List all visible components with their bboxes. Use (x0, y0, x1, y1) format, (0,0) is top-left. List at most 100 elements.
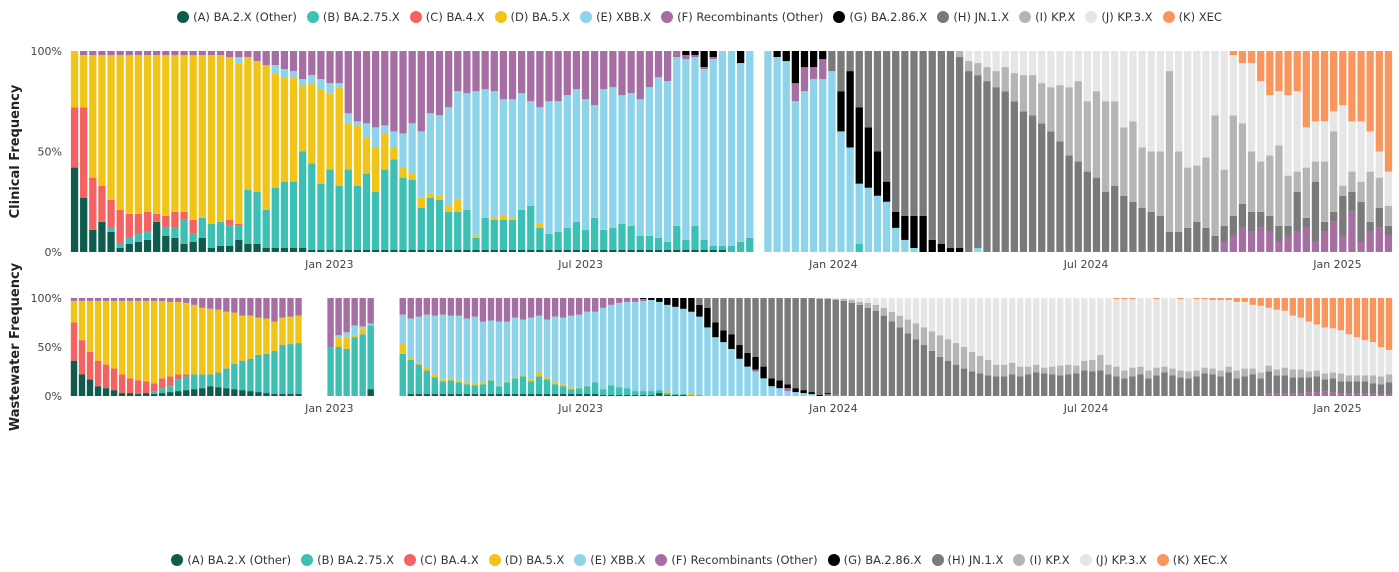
legend-item[interactable]: (I) KP.X (1013, 553, 1070, 567)
legend-swatch-icon (177, 11, 190, 23)
bar-segment (919, 215, 927, 252)
bar-segment (1121, 298, 1128, 299)
bar-segment (171, 237, 179, 252)
legend-item[interactable]: (B) BA.2.75.X (306, 10, 400, 24)
bar-segment (983, 51, 991, 68)
bar-segment (226, 219, 234, 226)
legend-item[interactable]: (F) Recombinants (Other) (661, 10, 823, 24)
bar-segment (479, 394, 487, 396)
bar-segment (736, 358, 743, 396)
bar-segment (263, 318, 270, 354)
bar-segment (880, 315, 888, 396)
legend-item[interactable]: (E) XBB.X (574, 553, 645, 567)
legend-item[interactable]: (J) KP.3.X (1085, 10, 1153, 24)
bar-segment (1233, 301, 1240, 371)
bar-segment (1369, 375, 1377, 384)
bar-segment (882, 201, 891, 252)
legend-item[interactable]: (G) BA.2.86.X (827, 553, 922, 567)
legend-item[interactable]: (I) KP.X (1019, 10, 1075, 24)
legend-item[interactable]: (G) BA.2.86.X (833, 10, 927, 24)
bar-segment (1265, 365, 1272, 372)
bar-segment (423, 394, 431, 396)
bar-segment (1329, 372, 1337, 379)
bar-segment (1375, 177, 1383, 208)
bar-segment (289, 77, 298, 182)
legend-item[interactable]: (E) XBB.X (580, 10, 651, 24)
bar-segment (171, 211, 179, 228)
bar-segment (235, 51, 243, 58)
bar-segment (840, 298, 847, 299)
bar-segment (271, 321, 278, 351)
bar-segment (680, 298, 687, 309)
bar-segment (720, 330, 727, 343)
legend-item[interactable]: (A) BA.2.X (Other) (177, 10, 297, 24)
bar-segment (86, 351, 94, 380)
bar-segment (1330, 51, 1338, 112)
bar-segment (1113, 298, 1120, 299)
bar-segment (435, 51, 444, 116)
bar-segment (351, 298, 358, 326)
bar-segment (1028, 75, 1037, 116)
legend-item[interactable]: (J) KP.3.X (1079, 553, 1147, 567)
bar-segment (1281, 298, 1288, 311)
bar-segment (892, 211, 900, 228)
bar-segment (856, 298, 863, 302)
bar-segment (656, 390, 663, 394)
legend-item[interactable]: (D) BA.5.X (494, 10, 571, 24)
bar-segment (1185, 298, 1192, 372)
bar-segment (153, 55, 161, 214)
bar-segment (343, 348, 350, 396)
bar-segment (618, 249, 626, 252)
bar-segment (1348, 51, 1356, 122)
bar-segment (499, 215, 508, 220)
bar-segment (1105, 298, 1112, 365)
bar-segment (1092, 177, 1101, 252)
bar-segment (1305, 377, 1313, 393)
bar-segment (415, 394, 422, 396)
bar-segment (107, 227, 115, 232)
bar-segment (1375, 227, 1383, 252)
bar-segment (481, 51, 489, 90)
bar-segment (1101, 51, 1110, 102)
bar-segment (295, 315, 302, 344)
legend-item[interactable]: (B) BA.2.75.X (301, 553, 394, 567)
legend-item[interactable]: (C) BA.4.X (404, 553, 479, 567)
bar-segment (215, 298, 222, 310)
legend-item[interactable]: (A) BA.2.X (Other) (171, 553, 291, 567)
legend-swatch-icon (661, 11, 674, 23)
legend-item[interactable]: (K) XEC (1162, 10, 1222, 24)
bar-segment (223, 311, 230, 369)
bar-segment (1202, 227, 1210, 252)
legend-label: (A) BA.2.X (Other) (187, 553, 292, 567)
bar-segment (134, 380, 142, 395)
bar-segment (463, 382, 471, 385)
bar-segment (960, 347, 968, 369)
bar-segment (223, 368, 230, 389)
bar-segment (1113, 366, 1120, 377)
legend-item[interactable]: (K) XEC.X (1156, 553, 1228, 567)
bar-segment (1305, 321, 1313, 372)
bar-segment (1193, 165, 1201, 222)
bar-segment (335, 249, 343, 252)
legend-item[interactable]: (H) JN.1.X (931, 553, 1003, 567)
bar-segment (519, 298, 527, 320)
bar-segment (1185, 378, 1192, 396)
bar-segment (901, 215, 909, 240)
bar-segment (407, 318, 414, 358)
bar-segment (1302, 227, 1310, 252)
bar-segment (727, 51, 736, 246)
bar-segment (359, 334, 366, 396)
bar-segment (1047, 87, 1055, 132)
bar-segment (317, 51, 325, 80)
legend-item[interactable]: (D) BA.5.X (488, 553, 564, 567)
bar-segment (536, 249, 544, 252)
bar-segment (353, 125, 362, 186)
bar-segment (423, 370, 431, 395)
legend-item[interactable]: (C) BA.4.X (409, 10, 485, 24)
legend-label: (D) BA.5.X (510, 10, 571, 24)
bar-segment (415, 298, 422, 317)
legend-item[interactable]: (F) Recombinants (Other) (655, 553, 818, 567)
bar-segment (1111, 185, 1119, 252)
bar-segment (426, 193, 435, 198)
legend-item[interactable]: (H) JN.1.X (937, 10, 1009, 24)
